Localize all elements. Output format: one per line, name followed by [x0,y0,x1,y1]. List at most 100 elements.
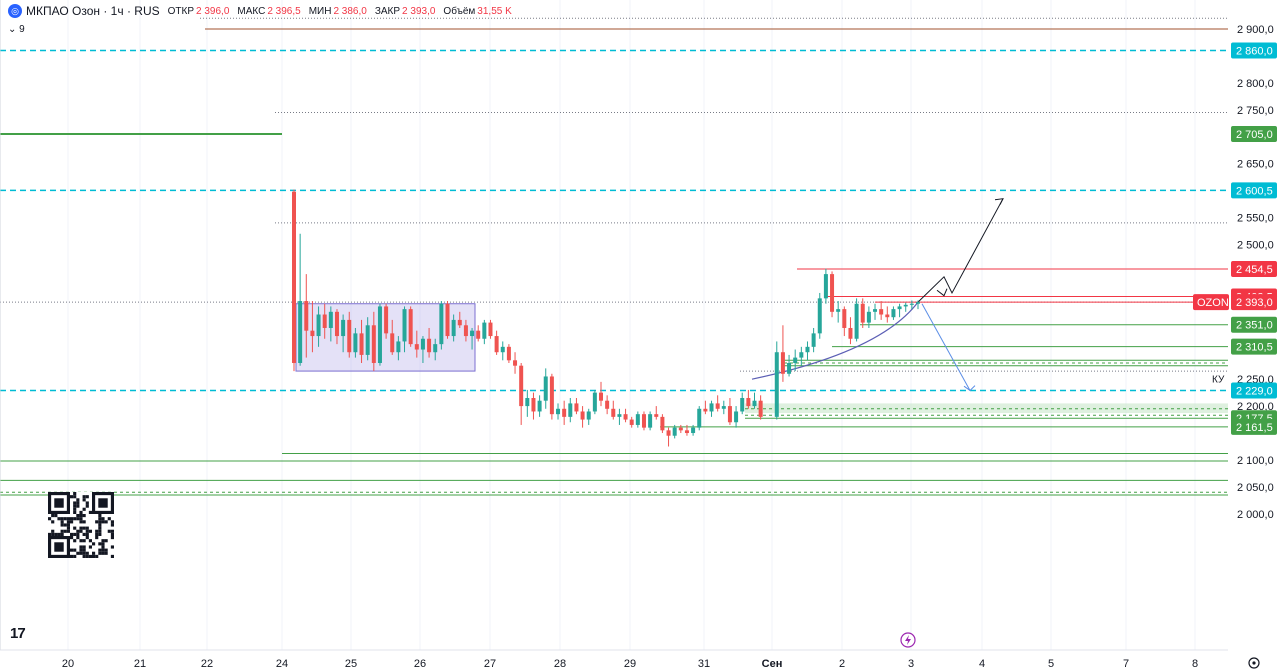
candle-body [384,306,389,334]
price-tag-bg [1231,126,1277,143]
price-axis[interactable]: 2 900,0 2 800,0 2 750,0 2 650,0 2 550,0 2 500… [1193,0,1280,650]
candle-body [721,406,726,409]
qr-module [76,532,80,536]
reset-chart-icon[interactable] [1247,656,1261,670]
time-tick-label: 28 [554,658,566,670]
qr-module [73,492,77,496]
candle-body [873,309,878,312]
candle-body [666,430,671,436]
high-label: МАКС [237,5,266,17]
candle-body [322,314,327,328]
qr-module [76,514,80,518]
qr-module [82,548,86,552]
qr-module [70,548,74,552]
candle-body [678,427,683,431]
time-tick-label: 7 [1123,658,1129,670]
qr-module [110,545,114,549]
candle-body [414,344,419,350]
symbol-title[interactable]: МКПАО Озон · 1ч · RUS [26,4,160,18]
candle-body [408,309,413,345]
qr-module [63,517,67,521]
candle-body [586,411,591,420]
qr-module [85,551,89,555]
candle-body [623,414,628,420]
time-axis[interactable]: 20 21 22 24 25 26 27 28 29 31 Сен 2 3 4 5 7 8 [0,649,1228,670]
qr-module [98,542,102,546]
qr-module [88,554,92,558]
price-tick-label: 2 800,0 [1237,78,1274,90]
candle-body [866,311,871,323]
candle-body [445,303,450,337]
candle-body [359,333,364,355]
upside-arrow-head [994,198,1004,205]
candle-body [463,325,468,337]
time-tick-label: 4 [979,658,985,670]
price-tag-bg [1231,42,1277,59]
candle-body [365,325,370,355]
candle-body [531,398,536,412]
qr-module [70,536,74,540]
qr-module [104,551,108,555]
candle-body [860,303,865,323]
candle-body [457,319,462,326]
candle-body [316,314,321,337]
qr-module [79,551,83,555]
candle-body [823,274,828,299]
time-tick-label: 20 [62,658,74,670]
qr-module [63,529,67,533]
qr-module [101,545,105,549]
candle-body [903,304,908,307]
candle-body [885,314,890,318]
symbol-tag-bg [1193,294,1229,311]
candle-body [549,376,554,415]
qr-module [101,551,105,555]
candle-body [525,398,530,407]
qr-module [70,554,74,558]
qr-module [98,532,102,536]
open-value: 2 396,0 [196,5,230,17]
price-tag-bg [1231,338,1277,355]
qr-module [60,523,64,527]
candle-body [482,322,487,339]
qr-module [66,517,70,521]
price-tag-bg [1231,294,1277,311]
candle-body [341,319,346,337]
qr-module [101,548,105,552]
candle-body [684,430,689,434]
qr-module [57,532,61,536]
candle-body [672,427,677,436]
qr-module [70,517,74,521]
qr-module [73,504,77,508]
price-tick-label: 2 650,0 [1237,159,1274,171]
candle-body [817,298,822,334]
tradingview-logo-icon[interactable]: 17 [10,625,26,642]
candle-body [746,398,751,407]
pullback-arrow-head [936,288,948,297]
candle-body [740,398,745,412]
qr-code-icon [48,492,114,558]
qr-module [85,554,89,558]
candle-body [648,414,653,428]
time-tick-label: 24 [276,658,288,670]
qr-module [82,514,86,518]
candle-body [830,274,835,312]
price-tag-label: 2 351,0 [1236,320,1273,332]
candle-body [691,427,696,434]
qr-module [110,520,114,524]
candle-body [519,365,524,407]
time-tick-label: Сен [762,658,783,670]
qr-module [79,514,83,518]
candle-body [556,408,561,415]
indicators-toggle[interactable]: ⌄ 9 [8,24,25,35]
candle-body [599,392,603,401]
candle-body [592,392,597,412]
candle-body [617,414,622,417]
flash-event-icon[interactable] [900,632,916,648]
qr-module [98,526,102,530]
candle-body [697,408,702,428]
qr-module [92,542,96,546]
qr-module [79,520,83,524]
candle-body [758,400,763,417]
candle-body [805,346,810,353]
